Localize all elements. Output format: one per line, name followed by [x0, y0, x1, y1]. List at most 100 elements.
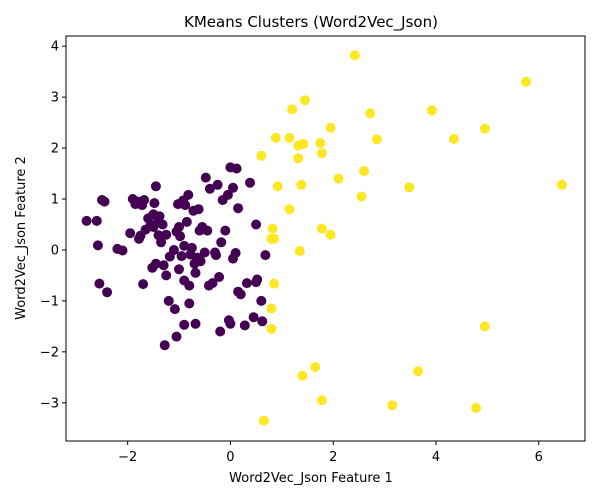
scatter-point — [212, 179, 223, 190]
scatter-point — [179, 240, 190, 251]
scatter-point — [233, 203, 244, 214]
y-tick-label: 4 — [51, 40, 59, 55]
scatter-point — [260, 250, 271, 261]
scatter-point — [426, 105, 437, 116]
scatter-point — [479, 321, 490, 332]
scatter-point — [207, 278, 218, 289]
scatter-point — [245, 177, 255, 188]
scatter-point — [266, 303, 277, 314]
scatter-point — [316, 148, 327, 159]
scatter-point — [325, 122, 336, 133]
scatter-point — [222, 189, 233, 200]
scatter-point — [180, 200, 191, 211]
points-layer — [81, 50, 567, 426]
scatter-point — [556, 179, 567, 190]
scatter-point — [235, 289, 246, 300]
scatter-point — [284, 204, 295, 215]
scatter-point — [150, 181, 161, 192]
scatter-point — [117, 245, 128, 256]
scatter-point — [190, 318, 201, 329]
scatter-point — [91, 215, 102, 226]
scatter-point — [316, 223, 327, 234]
scatter-point — [231, 163, 242, 174]
scatter-point — [239, 320, 250, 331]
scatter-point — [184, 280, 195, 291]
y-tick-label: 1 — [51, 193, 59, 208]
scatter-point — [150, 258, 161, 269]
scatter-point — [479, 123, 490, 134]
scatter-point — [154, 211, 165, 222]
scatter-point — [387, 400, 398, 411]
scatter-point — [214, 272, 225, 282]
scatter-point — [174, 222, 184, 232]
scatter-point — [102, 287, 113, 298]
scatter-point — [287, 104, 298, 115]
x-tick-label: 6 — [535, 450, 543, 465]
scatter-point — [174, 264, 184, 275]
scatter-point — [349, 50, 360, 61]
scatter-point — [315, 138, 326, 148]
scatter-point — [186, 242, 197, 253]
scatter-point — [161, 229, 172, 240]
scatter-point — [171, 331, 182, 342]
scatter-point — [138, 279, 149, 290]
scatter-point — [200, 172, 211, 183]
scatter-point — [371, 134, 382, 145]
scatter-point — [248, 312, 259, 323]
scatter-point — [190, 267, 201, 278]
scatter-point — [298, 139, 309, 149]
x-tick-label: 2 — [329, 450, 337, 465]
scatter-point — [272, 181, 283, 192]
scatter-point — [297, 370, 308, 381]
scatter-point — [204, 183, 215, 194]
scatter-point — [159, 340, 170, 351]
scatter-point — [211, 250, 221, 261]
scatter-point — [294, 246, 305, 256]
scatter-point — [193, 204, 204, 215]
x-tick-label: 4 — [432, 450, 440, 465]
scatter-point — [163, 295, 174, 306]
scatter-point — [293, 153, 304, 164]
scatter-point — [157, 219, 168, 230]
scatter-point — [266, 323, 277, 334]
scatter-point — [256, 150, 267, 161]
scatter-point — [179, 319, 190, 330]
y-tick-label: 3 — [51, 91, 59, 106]
scatter-point — [169, 304, 180, 315]
scatter-point — [228, 182, 238, 193]
scatter-point — [175, 231, 186, 242]
scatter-point — [284, 132, 295, 143]
scatter-point — [325, 229, 336, 240]
scatter-point — [299, 95, 310, 106]
scatter-point — [92, 240, 103, 251]
scatter-point — [195, 256, 206, 267]
scatter-point — [199, 247, 210, 258]
scatter-point — [156, 237, 167, 248]
x-tick-label: 0 — [226, 450, 234, 465]
scatter-point — [168, 245, 179, 255]
scatter-point — [257, 316, 268, 327]
x-axis-title: Word2Vec_Json Feature 1 — [229, 471, 393, 486]
scatter-point — [267, 223, 278, 234]
scatter-point — [310, 362, 321, 373]
scatter-point — [99, 196, 110, 207]
scatter-point — [216, 237, 227, 248]
scatter-point — [176, 251, 187, 262]
chart-title: KMeans Clusters (Word2Vec_Json) — [184, 13, 438, 32]
y-tick-label: −2 — [40, 345, 59, 360]
scatter-point — [356, 191, 367, 202]
scatter-point — [256, 295, 267, 306]
scatter-point — [449, 133, 459, 144]
scatter-point — [215, 326, 226, 337]
scatter-point — [230, 248, 241, 258]
scatter-point — [258, 415, 269, 426]
y-tick-label: −1 — [40, 294, 59, 309]
scatter-point — [181, 216, 192, 227]
scatter-point — [413, 366, 423, 377]
y-axis-title: Word2Vec_Json Feature 2 — [14, 156, 29, 320]
plot-frame — [65, 35, 586, 442]
scatter-point — [252, 274, 263, 285]
y-tick-label: 2 — [51, 142, 59, 157]
scatter-point — [81, 215, 92, 226]
ticks-layer: −2 0 2 4 6 −3 −2 −1 0 1 2 3 4 — [40, 40, 543, 465]
